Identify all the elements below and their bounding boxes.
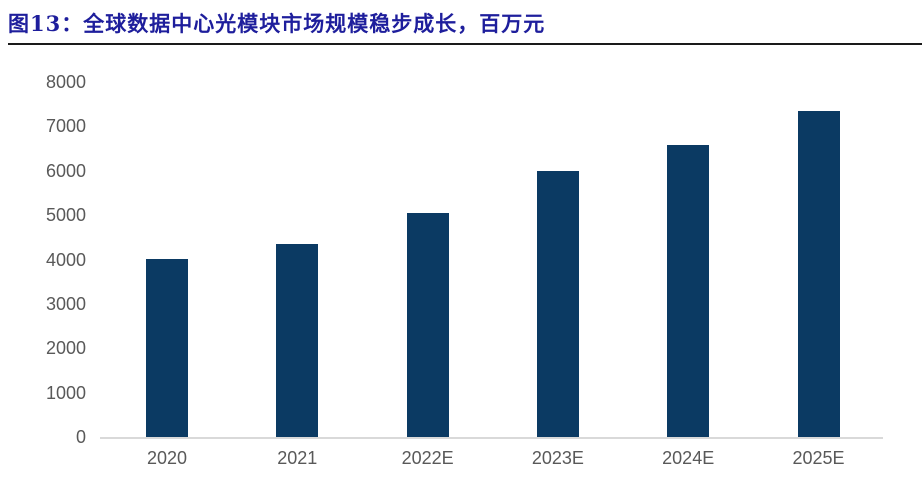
figure-title: 图13：全球数据中心光模块市场规模稳步成长，百万元 (8, 11, 546, 36)
x-label-2022E: 2022E (401, 448, 454, 468)
bar-2022E (406, 212, 449, 437)
y-tick-8000: 8000 (45, 72, 86, 92)
y-tick-1000: 1000 (45, 382, 86, 403)
y-tick-6000: 6000 (45, 160, 86, 181)
bar-2025E (797, 111, 840, 437)
y-tick-3000: 3000 (45, 293, 86, 314)
title-rule (8, 43, 922, 45)
x-label-2025E: 2025E (792, 448, 845, 468)
x-label-2023E: 2023E (531, 448, 584, 468)
x-label-2021: 2021 (277, 448, 318, 468)
bar-2020 (146, 258, 188, 437)
x-label-2020: 2020 (146, 448, 188, 468)
x-label-2024E: 2024E (662, 448, 715, 468)
y-tick-2000: 2000 (45, 338, 86, 359)
bar-2023E (536, 171, 579, 437)
y-tick-0: 0 (75, 427, 86, 447)
y-tick-4000: 4000 (45, 249, 86, 270)
bar-2021 (276, 243, 319, 437)
plot-area (100, 82, 883, 439)
y-tick-7000: 7000 (45, 116, 86, 137)
y-tick-5000: 5000 (45, 205, 86, 226)
bar-2024E (667, 145, 710, 437)
